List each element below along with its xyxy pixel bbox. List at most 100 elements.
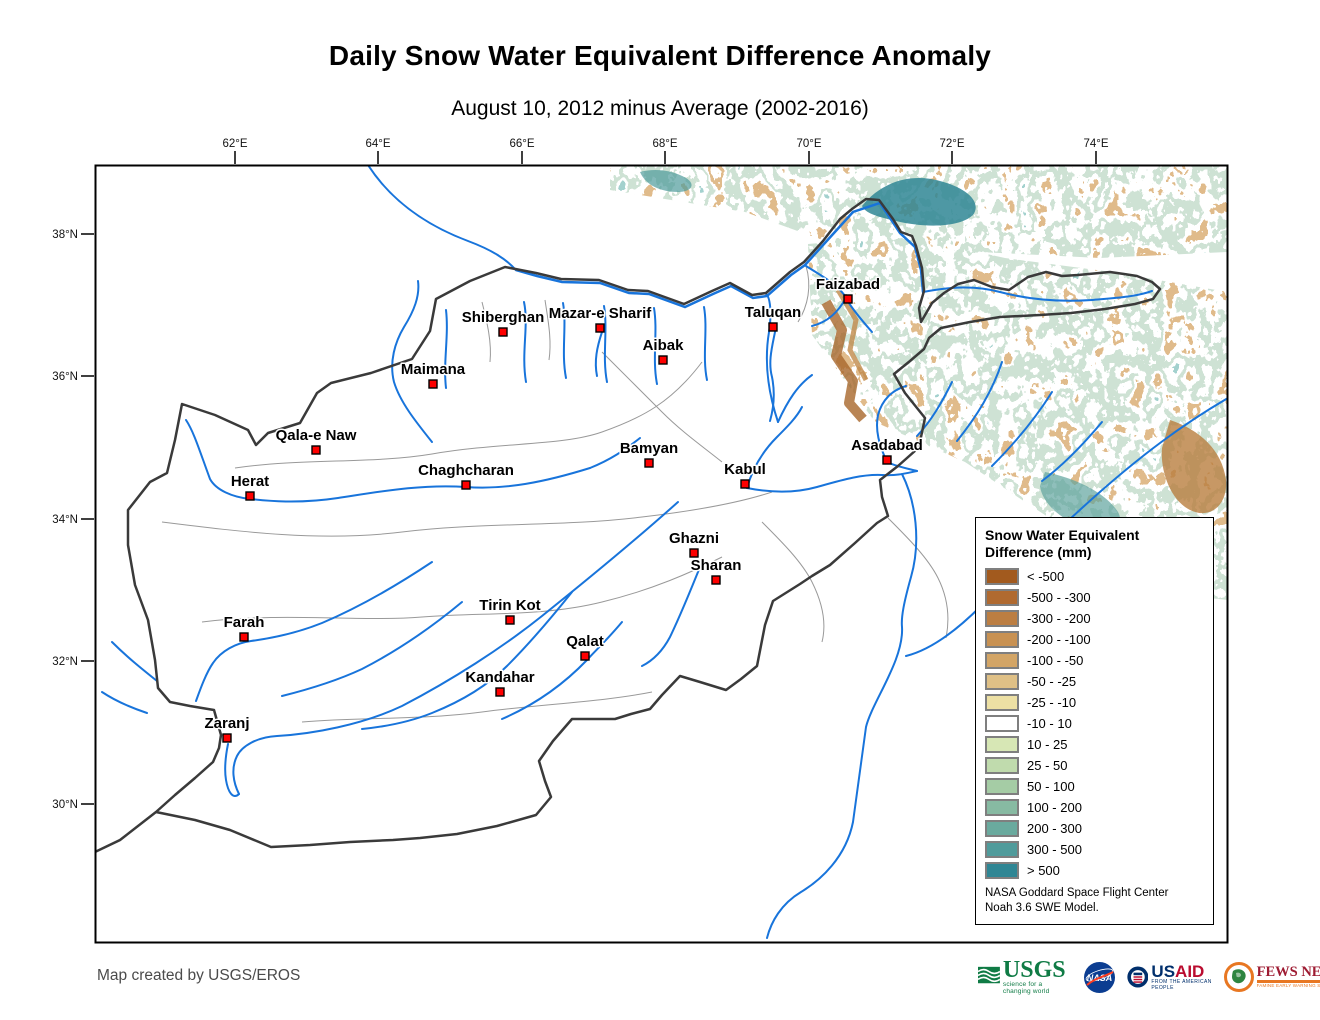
admin-boundaries xyxy=(161,265,949,723)
city-marker xyxy=(461,480,471,490)
city: Bamyan xyxy=(618,439,680,468)
legend-row: 10 - 25 xyxy=(985,734,1209,755)
city-marker xyxy=(711,575,721,585)
lon-tick-label: 72°E xyxy=(939,138,964,150)
legend-row: -200 - -100 xyxy=(985,629,1209,650)
river xyxy=(444,309,448,389)
city-label: Sharan xyxy=(691,557,742,574)
city: Tirin Kot xyxy=(478,596,542,625)
latitude-ticks: 38°N 36°N 34°N 32°N 30°N xyxy=(52,229,94,811)
legend-swatch xyxy=(985,631,1019,648)
river xyxy=(589,437,641,469)
city: Qalat xyxy=(565,632,605,661)
city-marker xyxy=(498,327,508,337)
legend-swatch xyxy=(985,589,1019,606)
city-label: Bamyan xyxy=(620,440,678,457)
river xyxy=(361,591,573,730)
city-label: Asadabad xyxy=(851,437,923,454)
lat-tick: 36°N xyxy=(52,371,94,383)
city: Maimana xyxy=(399,360,467,389)
river xyxy=(603,305,608,383)
map-interior xyxy=(96,166,1227,942)
usgs-logo: USGS science for a changing world xyxy=(978,958,1072,995)
legend: Snow Water Equivalent Difference (mm) < … xyxy=(975,517,1214,925)
lon-tick-label: 62°E xyxy=(222,138,247,150)
city: Ghazni xyxy=(667,529,721,558)
river xyxy=(523,301,527,383)
legend-swatch xyxy=(985,694,1019,711)
legend-row: -100 - -50 xyxy=(985,650,1209,671)
afghanistan-border xyxy=(126,197,1162,849)
city-label: Qala-e Naw xyxy=(276,427,357,444)
river xyxy=(224,743,240,798)
river xyxy=(1041,421,1103,482)
river xyxy=(769,331,776,422)
nasa-logo: NASA xyxy=(1083,961,1116,994)
city: Kabul xyxy=(723,460,767,489)
city-label: Kabul xyxy=(724,461,766,478)
lon-tick-label: 68°E xyxy=(652,138,677,150)
legend-class-label: -10 - 10 xyxy=(1027,716,1072,731)
legend-class-label: -50 - -25 xyxy=(1027,674,1077,689)
lat-tick-label: 34°N xyxy=(52,514,78,526)
city-label: Shiberghan xyxy=(462,309,545,326)
legend-class-label: < -500 xyxy=(1027,569,1065,584)
lon-tick-label: 64°E xyxy=(365,138,390,150)
river xyxy=(703,306,708,381)
lat-tick-label: 36°N xyxy=(52,371,78,383)
legend-row: -300 - -200 xyxy=(985,608,1209,629)
lon-tick: 62°E xyxy=(222,138,248,164)
longitude-ticks: 62°E 64°E 66°E 68°E 70°E 72°E 74°E xyxy=(222,138,1109,164)
city-label: Qalat xyxy=(566,633,604,650)
legend-swatch xyxy=(985,757,1019,774)
river xyxy=(281,601,463,697)
lat-tick-label: 32°N xyxy=(52,656,78,668)
city: Chaghcharan xyxy=(417,461,515,490)
lon-tick-label: 66°E xyxy=(509,138,534,150)
usaid-tagline: FROM THE AMERICAN PEOPLE xyxy=(1151,978,1212,991)
legend-class-label: 25 - 50 xyxy=(1027,758,1068,773)
usaid-logo: USAID FROM THE AMERICAN PEOPLE xyxy=(1127,962,1213,992)
legend-swatch xyxy=(985,862,1019,879)
city: Herat xyxy=(229,472,271,501)
lon-tick: 72°E xyxy=(939,138,965,164)
river xyxy=(922,286,1153,302)
river xyxy=(501,621,623,720)
city-marker xyxy=(580,651,590,661)
river xyxy=(766,473,918,939)
legend-swatch xyxy=(985,610,1019,627)
city: Aibak xyxy=(641,336,686,365)
city: Qala-e Naw xyxy=(274,426,358,455)
lat-tick: 34°N xyxy=(52,514,94,526)
legend-rows: < -500 -500 - -300 -300 - -200 -200 - -100 -… xyxy=(985,566,1209,881)
river xyxy=(641,561,703,667)
legend-swatch xyxy=(985,715,1019,732)
city-label: Kandahar xyxy=(465,669,534,686)
lat-tick: 38°N xyxy=(52,229,94,241)
legend-class-label: 10 - 25 xyxy=(1027,737,1068,752)
legend-class-label: -500 - -300 xyxy=(1027,590,1091,605)
legend-title-line2: Difference (mm) xyxy=(985,544,1092,560)
lon-tick-label: 70°E xyxy=(796,138,821,150)
credit-text: Map created by USGS/EROS xyxy=(97,967,301,984)
page-title: Daily Snow Water Equivalent Difference A… xyxy=(328,40,992,71)
city-marker xyxy=(428,379,438,389)
legend-class-label: > 500 xyxy=(1027,863,1060,878)
river xyxy=(514,201,925,309)
legend-row: 300 - 500 xyxy=(985,839,1209,860)
city-marker xyxy=(245,491,255,501)
fewsnet-wordmark: FEWS NET xyxy=(1256,964,1320,981)
legend-title: Snow Water Equivalent Difference (mm) xyxy=(985,527,1209,561)
lon-tick: 74°E xyxy=(1083,138,1109,164)
legend-class-label: 300 - 500 xyxy=(1027,842,1082,857)
nasa-meatball-icon: NASA xyxy=(1083,961,1115,993)
iran-pakistan-border xyxy=(96,811,157,853)
city: Faizabad xyxy=(814,275,882,304)
river xyxy=(876,385,918,472)
fewsnet-tagline: FAMINE EARLY WARNING SYSTEMS NETWORK xyxy=(1256,982,1320,988)
city-marker xyxy=(239,632,249,642)
legend-swatch xyxy=(985,652,1019,669)
city-label: Herat xyxy=(231,473,269,490)
